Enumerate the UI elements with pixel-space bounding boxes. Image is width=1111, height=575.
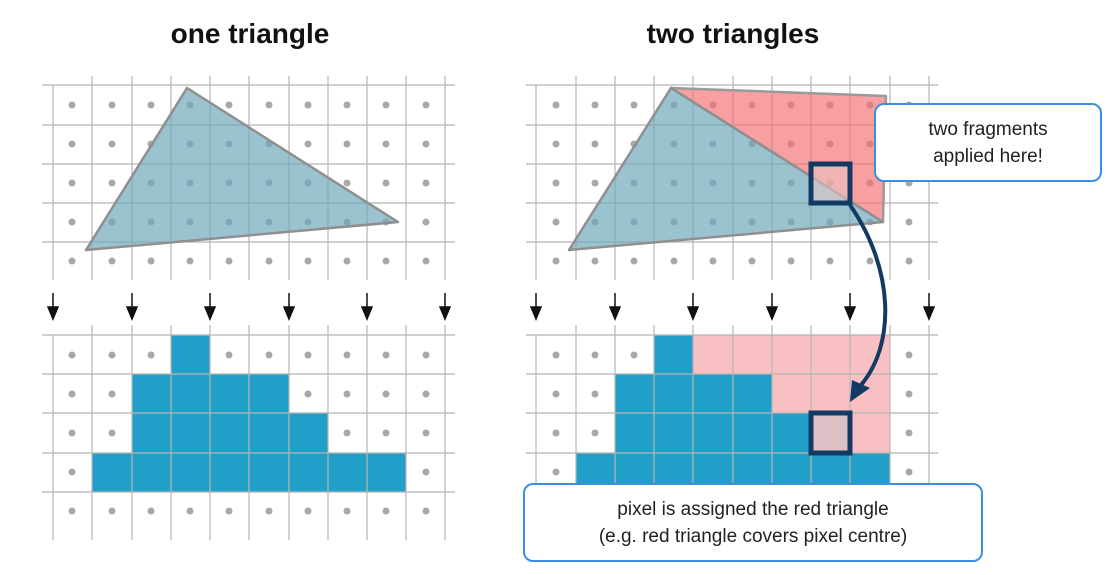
pixel-centres (68, 351, 430, 515)
connector-arrow (848, 203, 888, 402)
callout-line-1: two fragments (928, 118, 1048, 140)
right-triangles-grid (526, 76, 938, 280)
blue-triangle (567, 86, 885, 252)
pixel-centres (552, 351, 913, 476)
fragments-blue (92, 335, 406, 492)
overlap-pixel-highlight (808, 161, 853, 206)
blue-triangle (84, 86, 400, 252)
title-two-triangles: two triangles (646, 18, 820, 49)
title-one-triangle: one triangle (170, 18, 330, 49)
callout-line-2: applied here! (933, 145, 1043, 167)
callout-line-1: pixel is assigned the red triangle (617, 498, 889, 520)
right-arrows (529, 293, 936, 321)
callout-pixel-assigned: pixel is assigned the red triangle (e.g.… (523, 483, 983, 562)
callout-two-fragments: two fragments applied here! (874, 103, 1102, 182)
fragments-red (693, 335, 890, 453)
assigned-pixel-highlight (808, 410, 853, 456)
callout-line-2: (e.g. red triangle covers pixel centre) (598, 525, 908, 547)
grid-lines (42, 325, 455, 540)
left-triangle-grid (42, 76, 455, 280)
left-arrows (46, 293, 452, 321)
left-fragment-grid (42, 325, 455, 540)
